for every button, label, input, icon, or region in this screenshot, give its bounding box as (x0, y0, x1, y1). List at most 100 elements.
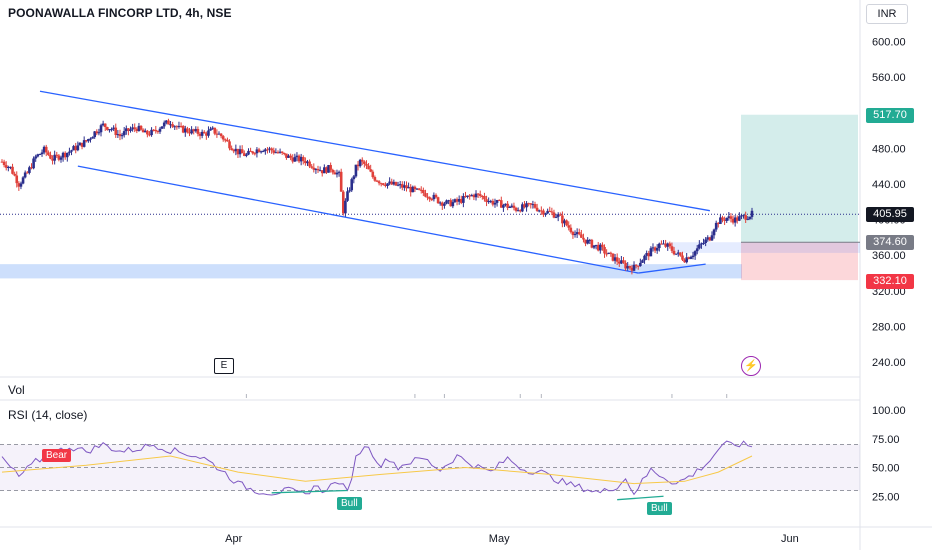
candle-body (156, 131, 160, 133)
candle-body (371, 171, 375, 178)
candle-body (293, 157, 297, 162)
candle-body (695, 248, 699, 252)
candle-body (133, 127, 137, 129)
price-tick-label: 560.00 (872, 72, 906, 84)
currency-selector[interactable]: INR (866, 4, 908, 24)
candle-body (291, 157, 295, 162)
candle-body (329, 165, 332, 170)
candle-body (230, 148, 233, 151)
candle-body (226, 139, 229, 142)
candle-body (592, 245, 596, 248)
lightning-icon[interactable]: ⚡ (741, 356, 761, 376)
rsi-tick-label: 25.00 (872, 491, 900, 503)
candle-body (548, 210, 552, 212)
candle-body (620, 260, 623, 264)
candle-body (344, 200, 347, 214)
candle-body (76, 145, 80, 151)
candle-body (514, 207, 518, 211)
candle-body (116, 134, 120, 136)
candle-body (470, 195, 474, 197)
candle-body (708, 237, 712, 241)
candle-body (59, 157, 63, 160)
candle-body (356, 164, 360, 167)
candle-body (369, 169, 372, 172)
channel-upper-line (39, 90, 710, 212)
candle-body (540, 210, 543, 212)
candle-body (742, 215, 745, 217)
candle-body (339, 171, 343, 192)
candle-body (177, 125, 181, 127)
candle-body (687, 257, 691, 259)
candle-body (101, 123, 105, 126)
candle-body (348, 190, 351, 192)
candle-body (674, 253, 678, 255)
candle-body (379, 183, 383, 185)
candle-body (74, 146, 78, 151)
candle-body (518, 210, 522, 212)
candle-body (542, 210, 545, 215)
candle-body (607, 252, 611, 254)
candle-body (9, 166, 12, 168)
volume-pane-label[interactable]: Vol (8, 383, 25, 397)
candle-body (582, 237, 585, 240)
candle-body (544, 213, 547, 215)
candle-body (55, 154, 59, 156)
support-zone (0, 264, 742, 279)
candle-body (554, 216, 558, 218)
candle-body (205, 133, 208, 136)
candle-body (110, 129, 113, 131)
candle-body (209, 128, 212, 131)
candle-body (721, 217, 724, 220)
candle-body (255, 149, 259, 154)
candle-body (392, 181, 396, 185)
candle-body (556, 214, 560, 217)
candle-body (411, 186, 415, 193)
candle-body (740, 215, 743, 217)
candle-body (44, 146, 48, 153)
candle-body (63, 152, 67, 158)
candle-body (167, 120, 170, 125)
candle-body (213, 127, 217, 134)
candle-body (261, 151, 265, 153)
candle-body (127, 128, 130, 131)
candle-body (400, 184, 404, 188)
candle-body (655, 248, 659, 251)
candle-body (341, 191, 345, 214)
candle-body (388, 181, 391, 184)
candle-body (645, 253, 648, 256)
rsi-bull-marker: Bull (647, 502, 672, 515)
candle-body (504, 203, 507, 206)
candle-body (744, 215, 747, 220)
candle-body (2, 161, 6, 166)
candle-body (316, 169, 320, 171)
candle-body (710, 235, 714, 241)
symbol-title[interactable]: POONAWALLA FINCORP LTD, 4h, NSE (8, 6, 232, 20)
candle-body (245, 154, 248, 156)
candle-body (415, 188, 419, 190)
candle-body (320, 170, 324, 174)
candle-body (632, 264, 636, 271)
candle-body (596, 244, 600, 251)
candle-body (422, 189, 425, 194)
candle-body (571, 231, 575, 236)
candle-body (660, 243, 663, 245)
candle-body (106, 127, 109, 130)
candle-body (691, 255, 695, 258)
candle-body (179, 125, 183, 127)
candle-body (13, 173, 16, 176)
candle-body (510, 205, 514, 207)
candle-body (704, 239, 707, 243)
candle-body (352, 176, 356, 180)
candle-body (622, 260, 625, 263)
price-tick-label: 440.00 (872, 179, 906, 191)
rsi-pane-label[interactable]: RSI (14, close) (8, 408, 88, 422)
candle-body (462, 196, 465, 203)
candle-body (384, 184, 387, 186)
candle-body (287, 155, 290, 158)
candle-body (160, 126, 164, 129)
earnings-badge[interactable]: E (214, 358, 234, 374)
candle-body (451, 202, 455, 207)
candle-body (464, 196, 467, 198)
candle-body (405, 185, 408, 189)
